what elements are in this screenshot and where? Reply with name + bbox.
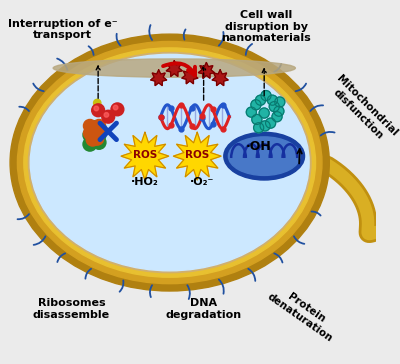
Circle shape [84, 127, 96, 140]
Circle shape [259, 108, 269, 118]
Text: ·OH: ·OH [246, 141, 272, 154]
Text: ·O₂⁻: ·O₂⁻ [190, 177, 214, 187]
Circle shape [246, 107, 256, 117]
Text: ROS: ROS [185, 150, 209, 160]
Polygon shape [151, 70, 167, 86]
Circle shape [94, 106, 98, 111]
Circle shape [272, 112, 282, 122]
Text: ·HO₂: ·HO₂ [131, 177, 159, 187]
Polygon shape [166, 61, 182, 76]
Circle shape [113, 105, 118, 110]
Circle shape [83, 137, 97, 151]
Circle shape [111, 103, 124, 116]
Circle shape [93, 119, 106, 132]
Circle shape [83, 128, 97, 142]
Polygon shape [182, 68, 198, 84]
Circle shape [254, 123, 264, 133]
Circle shape [92, 135, 106, 149]
Circle shape [275, 97, 285, 107]
Circle shape [252, 114, 262, 124]
Polygon shape [173, 132, 221, 180]
Circle shape [88, 127, 101, 140]
Circle shape [266, 118, 276, 128]
Text: DNA
degradation: DNA degradation [166, 298, 242, 320]
Polygon shape [121, 132, 169, 180]
Circle shape [93, 127, 106, 140]
Circle shape [88, 121, 101, 135]
Circle shape [94, 99, 101, 107]
Circle shape [104, 112, 109, 117]
Text: Protein
denaturation: Protein denaturation [265, 282, 340, 344]
Circle shape [86, 133, 99, 146]
Circle shape [102, 110, 115, 123]
Text: Mitochondrial
disfunction: Mitochondrial disfunction [326, 74, 399, 147]
Polygon shape [212, 70, 228, 86]
Ellipse shape [28, 52, 311, 273]
Circle shape [251, 100, 261, 110]
Text: Ribosomes
disassemble: Ribosomes disassemble [33, 298, 110, 320]
Circle shape [267, 95, 278, 105]
Circle shape [261, 91, 271, 101]
Circle shape [92, 104, 104, 117]
Ellipse shape [224, 132, 304, 180]
Circle shape [92, 121, 106, 135]
Circle shape [85, 122, 98, 135]
Ellipse shape [10, 34, 329, 291]
Circle shape [91, 132, 104, 145]
Text: ROS: ROS [133, 150, 157, 160]
Ellipse shape [30, 54, 309, 271]
Polygon shape [198, 63, 214, 78]
Ellipse shape [228, 137, 300, 175]
Circle shape [84, 119, 96, 132]
Text: Interruption of e⁻
transport: Interruption of e⁻ transport [8, 19, 117, 40]
Ellipse shape [24, 48, 316, 277]
Ellipse shape [18, 41, 322, 284]
Circle shape [274, 106, 284, 116]
Circle shape [260, 121, 270, 131]
Circle shape [269, 102, 279, 112]
Ellipse shape [53, 59, 295, 77]
Text: Cell wall
disruption by
nanomaterials: Cell wall disruption by nanomaterials [221, 10, 311, 43]
Circle shape [92, 128, 106, 142]
Circle shape [256, 95, 266, 105]
Circle shape [88, 129, 101, 143]
